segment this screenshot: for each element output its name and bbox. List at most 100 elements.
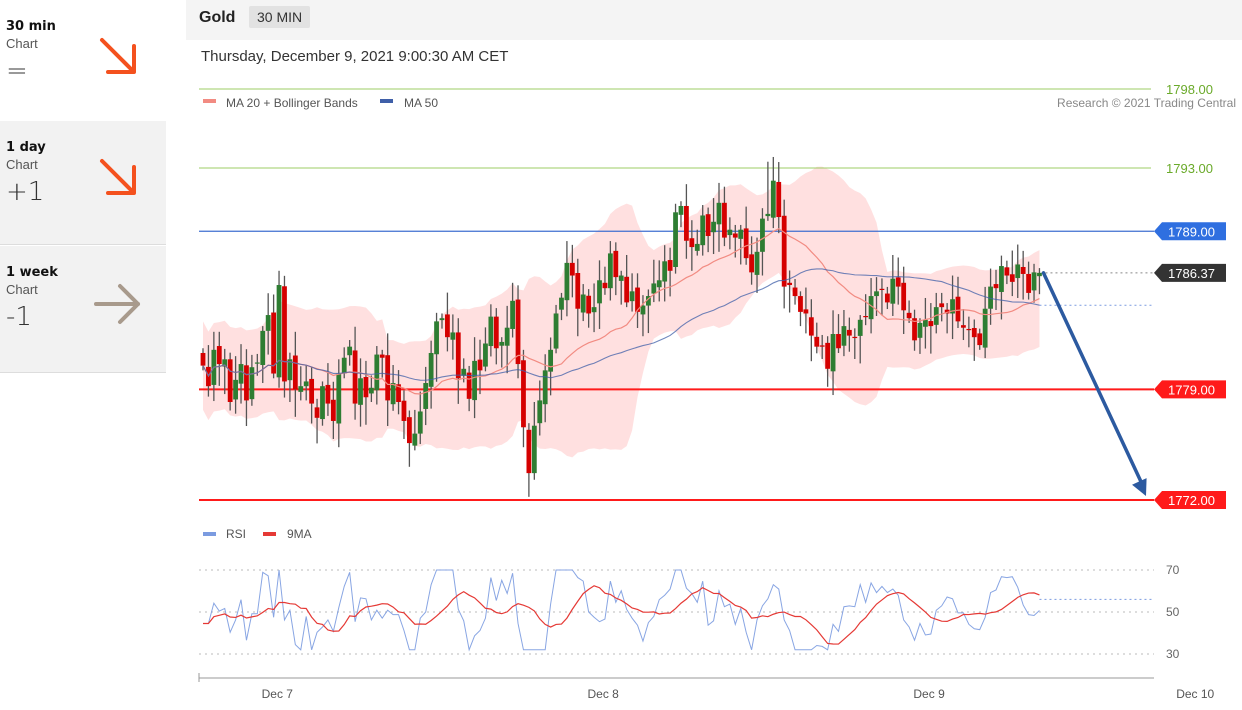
candle-body — [222, 359, 228, 367]
arrow-down-right-icon — [100, 159, 136, 195]
candle-body — [200, 352, 206, 366]
level-label-4: 1779.00 — [1168, 382, 1215, 397]
candlesticks — [200, 156, 1042, 497]
candle-body — [461, 368, 467, 376]
rsi-ma-line — [203, 585, 1040, 645]
signal-item-1week[interactable]: 1 week Chart -1 — [0, 246, 166, 373]
ma50-legend-label: MA 50 — [404, 96, 438, 110]
candle-body — [955, 296, 961, 322]
candle-body — [472, 360, 477, 401]
candle-body — [510, 300, 515, 329]
candle-body — [531, 425, 537, 474]
candle-body — [711, 221, 716, 233]
candle-body — [439, 318, 445, 321]
candle-body — [244, 365, 249, 401]
candle-body — [569, 262, 575, 276]
target-arrow-head — [1132, 478, 1147, 496]
candle-body — [515, 299, 521, 365]
candle-body — [379, 354, 385, 358]
candle-body — [607, 253, 613, 289]
candle-body — [358, 378, 363, 405]
candle-body — [265, 315, 271, 331]
candle-body — [401, 400, 407, 421]
signal-sub: Chart — [6, 157, 38, 172]
candle-body — [770, 180, 776, 218]
candle-body — [559, 297, 564, 310]
candle-body — [564, 262, 570, 301]
level-label-2: 1789.00 — [1168, 224, 1215, 239]
candle-body — [950, 299, 955, 314]
rsi-ma-legend-swatch — [263, 532, 276, 536]
candle-body — [1031, 272, 1037, 291]
candle-body — [852, 336, 858, 339]
candle-body — [678, 205, 684, 215]
level-tag-bg — [1154, 380, 1226, 399]
candle-body — [445, 314, 450, 338]
candle-body — [803, 309, 809, 314]
candle-body — [901, 282, 907, 311]
candle-body — [798, 296, 803, 312]
candle-body — [857, 319, 863, 336]
level-labels: 1798.00 1793.00 1789.00 1786.37 1779.00 1772.… — [1154, 82, 1226, 509]
target-arrow — [1041, 271, 1147, 496]
rsi-legend-label: RSI — [226, 527, 246, 541]
candle-body — [521, 360, 526, 428]
candle-body — [466, 372, 472, 399]
chart-header: Gold 30 MIN — [186, 0, 1242, 40]
candle-body — [651, 283, 657, 294]
rsi-panel: 70 50 30 — [199, 563, 1180, 661]
candle-body — [613, 250, 619, 278]
candle-body — [966, 328, 972, 331]
candle-body — [216, 346, 222, 365]
candle-body — [684, 205, 689, 241]
candle-body — [890, 278, 896, 304]
candle-body — [428, 352, 434, 387]
arrow-down-right-icon — [100, 38, 136, 74]
candle-body — [238, 364, 244, 384]
candle-body — [939, 303, 945, 308]
signal-period: 1 week — [6, 265, 58, 280]
candle-body — [320, 386, 325, 420]
candle-body — [385, 355, 391, 401]
candle-body — [249, 367, 255, 400]
candle-body — [923, 319, 928, 327]
timeframe-badge[interactable]: 30 MIN — [249, 6, 311, 28]
candle-body — [483, 343, 488, 367]
candle-body — [1020, 266, 1026, 274]
rsi-tick-label: 30 — [1166, 647, 1180, 661]
candle-body — [982, 308, 988, 348]
candle-body — [282, 286, 287, 382]
candle-body — [1004, 267, 1010, 276]
signal-item-30min[interactable]: 30 min Chart = — [0, 0, 166, 124]
candle-body — [227, 359, 233, 402]
candle-body — [314, 407, 320, 418]
rsi-line — [203, 569, 1040, 652]
candle-body — [624, 276, 630, 303]
candle-body — [988, 286, 993, 309]
candle-body — [961, 325, 966, 328]
x-tick-label: Dec 8 — [588, 687, 620, 701]
candle-body — [993, 284, 999, 289]
candle-body — [602, 282, 608, 289]
candle-body — [971, 328, 977, 338]
candle-body — [423, 383, 429, 409]
candle-body — [700, 215, 706, 246]
target-arrow-shaft — [1041, 271, 1145, 488]
signal-score: = — [6, 56, 28, 86]
ma20-legend-swatch — [203, 99, 216, 103]
candle-body — [548, 349, 554, 372]
candle-body — [309, 378, 315, 404]
candle-body — [271, 312, 277, 374]
candle-body — [325, 384, 331, 404]
level-label-1: 1793.00 — [1166, 161, 1213, 176]
candle-body — [374, 354, 380, 391]
candle-body — [477, 359, 483, 371]
candle-body — [499, 341, 505, 346]
candle-body — [233, 379, 238, 400]
candle-body — [1037, 272, 1042, 277]
signal-item-1day[interactable]: 1 day Chart +1 — [0, 121, 166, 245]
signal-period: 30 min — [6, 19, 56, 34]
candle-body — [488, 316, 494, 347]
candle-body — [292, 355, 298, 390]
candle-body — [694, 243, 700, 251]
